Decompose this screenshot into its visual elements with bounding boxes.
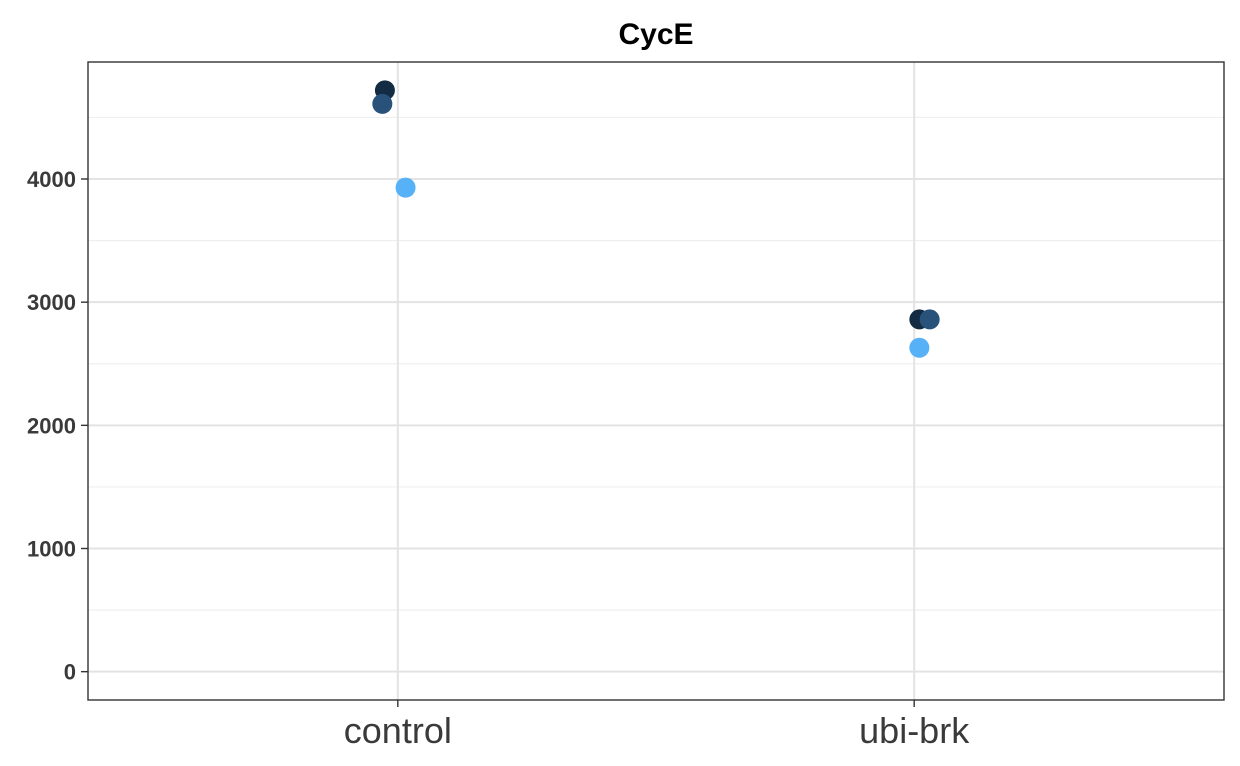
data-point (919, 309, 940, 330)
x-axis: control ubi-brk (344, 700, 970, 751)
y-tick-label: 0 (64, 660, 76, 685)
x-tick-label: control (344, 710, 452, 751)
grid (88, 116, 1224, 673)
y-tick-label: 1000 (27, 537, 76, 562)
plot-panel-border (87, 61, 1225, 701)
y-tick-label: 4000 (27, 167, 76, 192)
y-tick-label: 3000 (27, 290, 76, 315)
data-point (395, 177, 416, 198)
chart-title: CycE (618, 18, 693, 51)
data-points (372, 80, 940, 358)
data-point (909, 337, 930, 358)
y-axis: 0 1000 2000 3000 4000 (27, 167, 88, 685)
x-tick-label: ubi-brk (859, 710, 970, 751)
y-tick-label: 2000 (27, 413, 76, 438)
x-grid (396, 62, 916, 700)
data-point (372, 93, 393, 114)
